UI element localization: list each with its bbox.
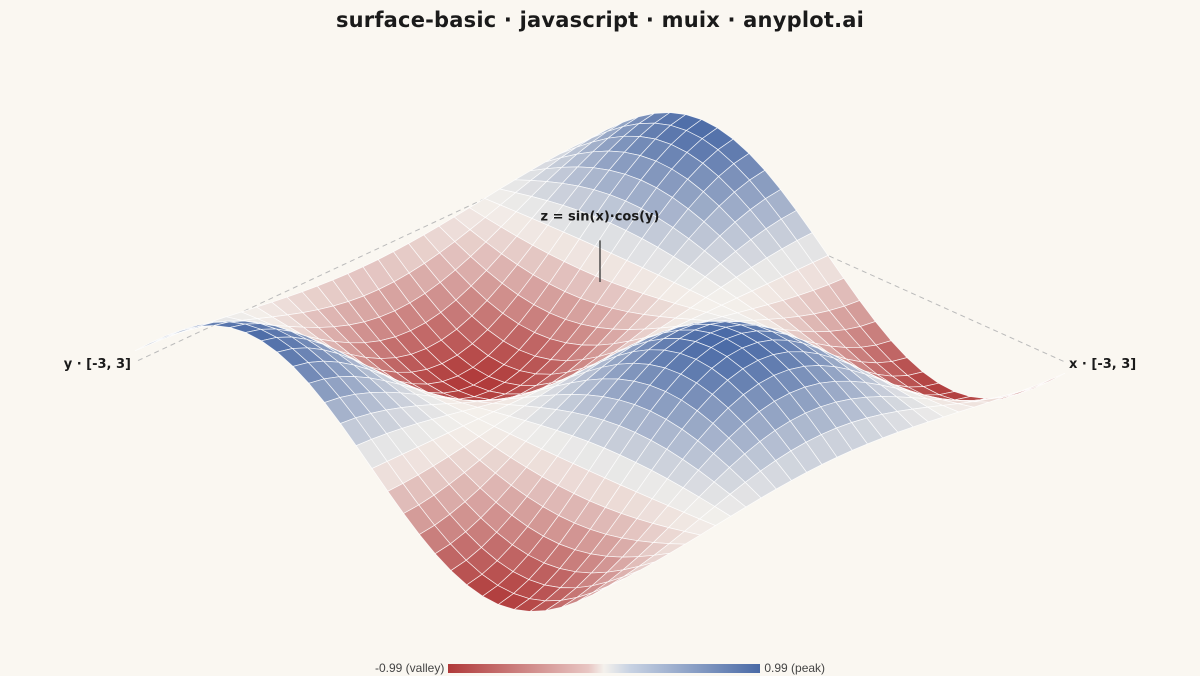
chart-title: surface-basic · javascript · muix · anyp…: [335, 8, 865, 32]
surface-cell: [165, 326, 198, 338]
y-axis-label: y · [-3, 3]: [64, 357, 131, 372]
legend-gradient-bar: [448, 663, 761, 673]
x-axis-label: x · [-3, 3]: [1069, 357, 1136, 372]
z-axis-label: z = sin(x)·cos(y): [541, 209, 660, 224]
surface-mesh: [134, 112, 1066, 612]
color-legend: -0.99 (valley) 0.99 (peak): [0, 660, 1200, 676]
legend-min-label: -0.99 (valley): [374, 661, 445, 675]
z-axis-group: z = sin(x)·cos(y): [541, 209, 660, 282]
legend-max-label: 0.99 (peak): [764, 661, 826, 675]
x-axis-line: [590, 148, 1066, 363]
surface-cell: [593, 578, 625, 595]
